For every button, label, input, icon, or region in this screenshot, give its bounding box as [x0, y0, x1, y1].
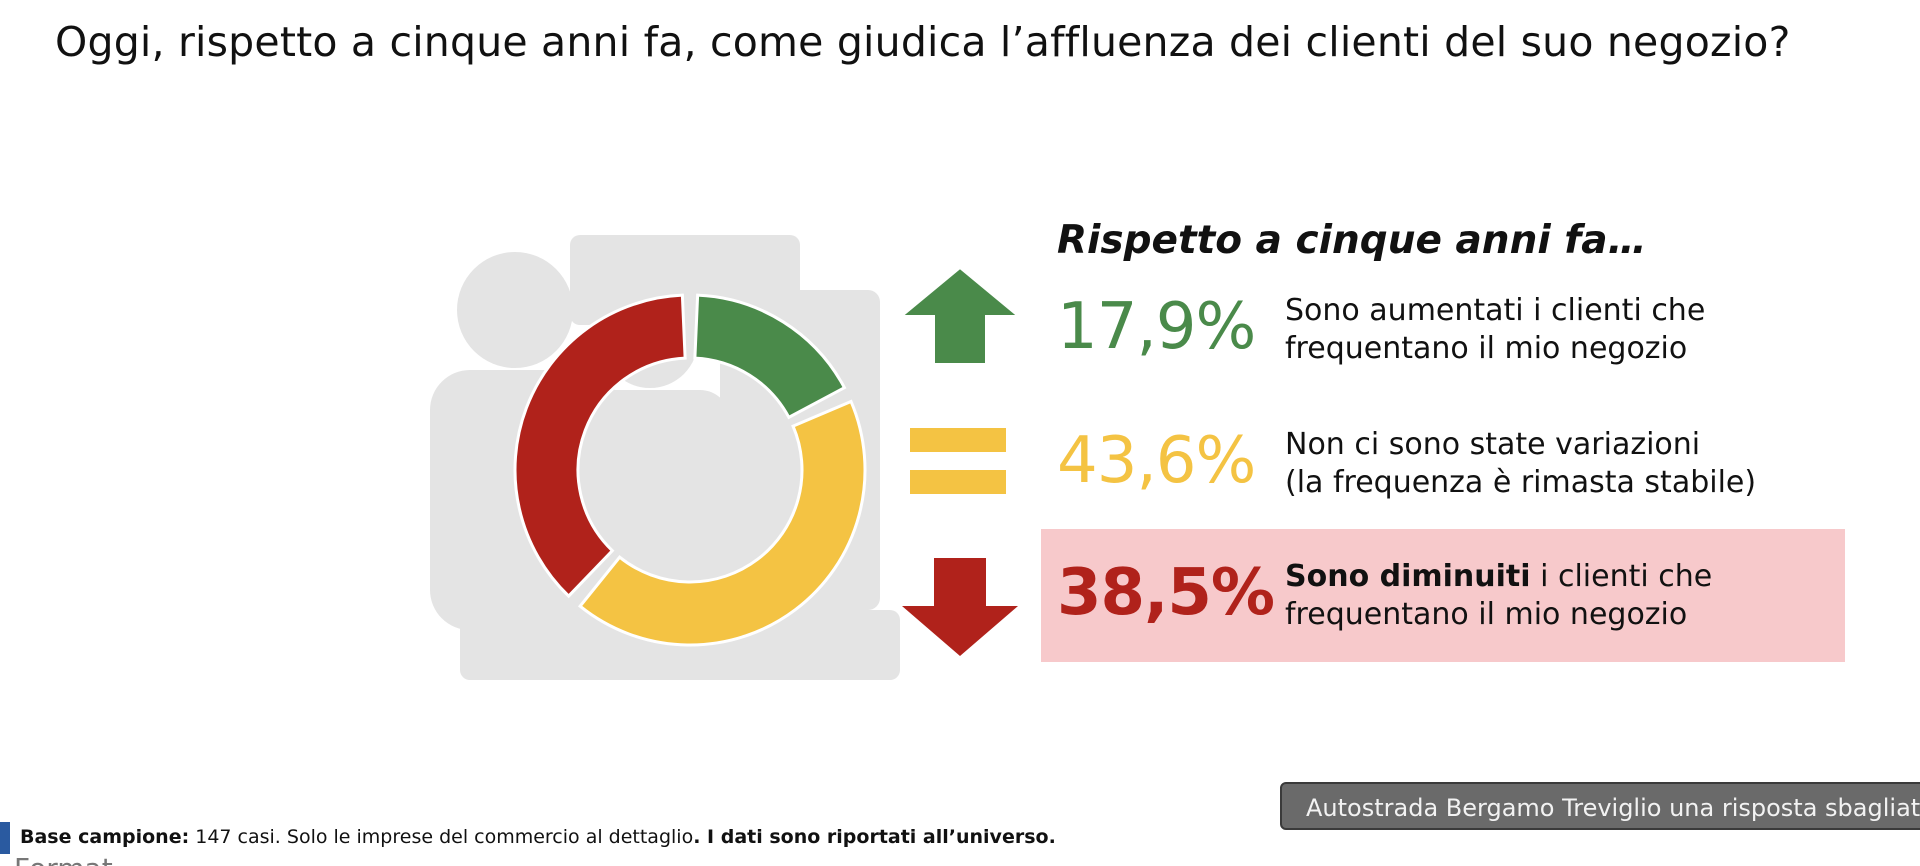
- highlight-box: [1041, 529, 1845, 662]
- arrow-down-icon: [902, 558, 1018, 656]
- donut-chart: [513, 293, 867, 647]
- footer-note: Base campione: 147 casi. Solo le imprese…: [20, 826, 1056, 848]
- donut-slice-up: [693, 293, 847, 420]
- equals-icon: [910, 428, 1006, 494]
- footer-base-label: Base campione:: [20, 826, 190, 848]
- page-title: Oggi, rispetto a cinque anni fa, come gi…: [55, 18, 1791, 66]
- pct-label-up: 17,9%: [1057, 290, 1256, 364]
- footer-logo-text: Format: [14, 852, 113, 866]
- row-text-down-line2: frequentano il mio negozio: [1285, 597, 1688, 632]
- row-text-down-line1: i clienti che: [1530, 559, 1713, 594]
- row-text-up-line1: Sono aumentati i clienti che: [1285, 293, 1706, 328]
- row-text-same-line1: Non ci sono state variazioni: [1285, 427, 1701, 462]
- pct-label-down: 38,5%: [1057, 556, 1275, 630]
- legend-heading: Rispetto a cinque anni fa…: [1057, 218, 1647, 263]
- tooltip: Autostrada Bergamo Treviglio una rispost…: [1280, 782, 1920, 830]
- row-text-up-line2: frequentano il mio negozio: [1285, 331, 1688, 366]
- footer-dot: .: [693, 826, 701, 848]
- footer-logo-mark: [0, 822, 10, 854]
- row-text-down: Sono diminuiti i clienti che frequentano…: [1285, 558, 1712, 634]
- pct-label-same: 43,6%: [1057, 424, 1256, 498]
- row-text-up: Sono aumentati i clienti che frequentano…: [1285, 292, 1705, 368]
- arrow-up-icon: [900, 266, 1020, 365]
- row-text-same: Non ci sono state variazioni (la frequen…: [1285, 426, 1756, 502]
- row-text-down-bold: Sono diminuiti: [1285, 559, 1531, 594]
- footer-base-text: 147 casi. Solo le imprese del commercio …: [189, 826, 694, 848]
- row-text-same-line2: (la frequenza è rimasta stabile): [1285, 465, 1757, 500]
- donut-slice-down: [513, 293, 687, 599]
- donut-slice-same: [577, 399, 867, 647]
- footer-note-text: I dati sono riportati all’universo.: [700, 826, 1056, 848]
